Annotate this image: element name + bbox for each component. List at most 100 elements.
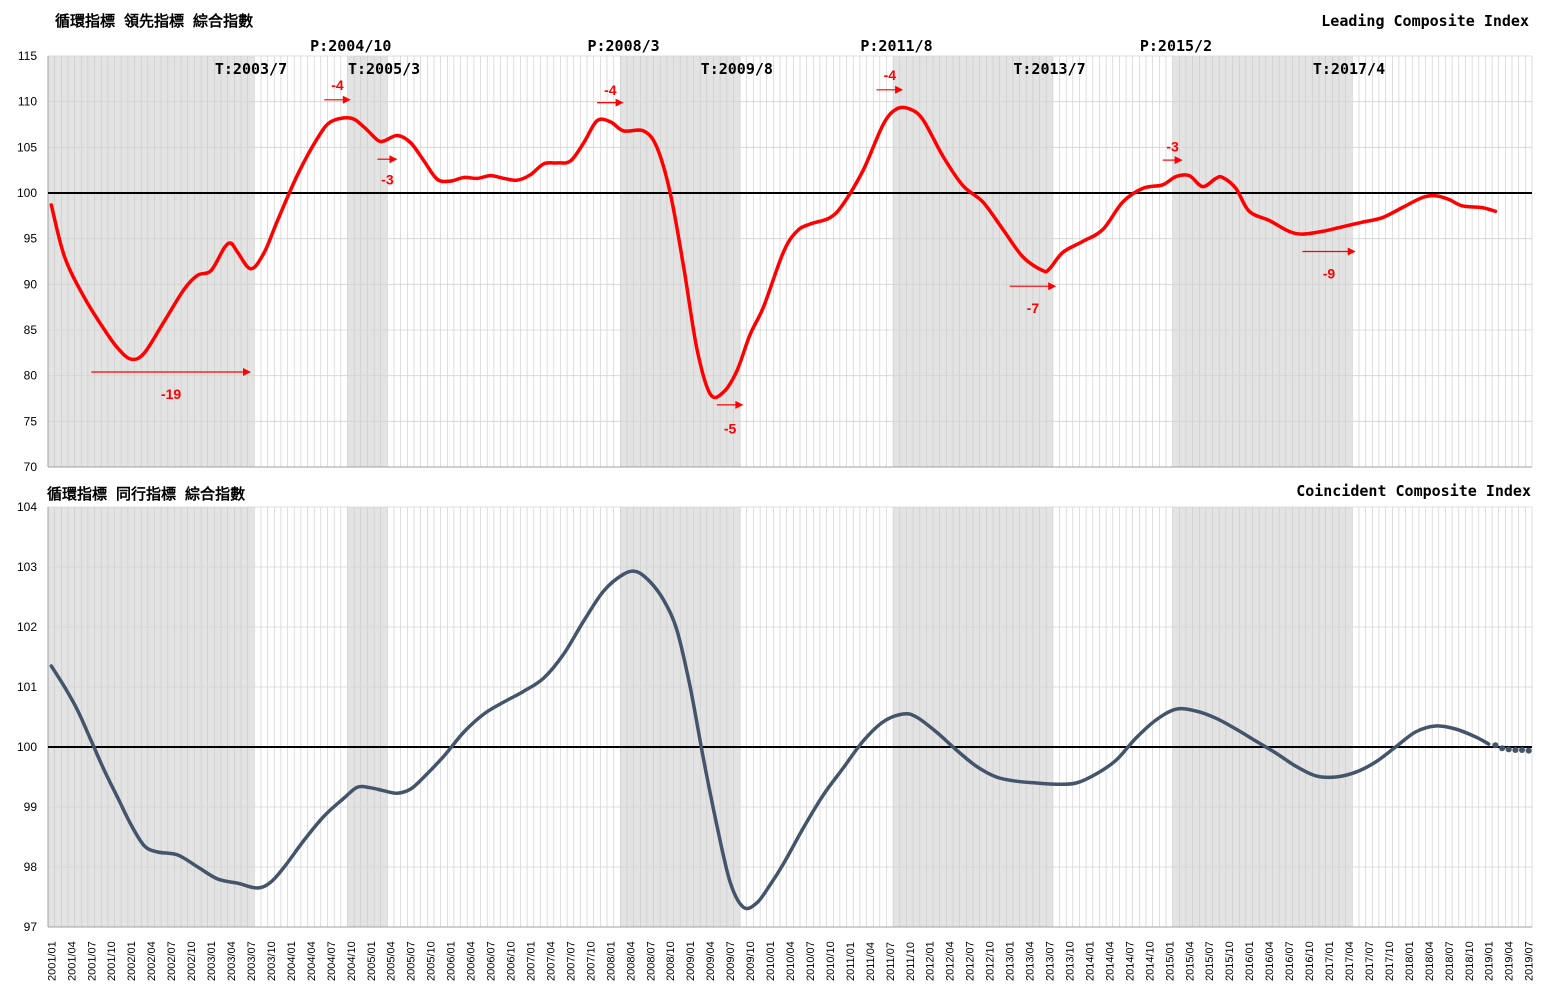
lead-months-label: -5 — [724, 421, 737, 437]
lead-months-label: -7 — [1027, 300, 1040, 316]
x-tick-label: 2008/07 — [645, 941, 657, 981]
coincident-title-left: 循環指標 同行指標 綜合指數 — [47, 485, 245, 503]
x-tick-label: 2012/10 — [985, 941, 997, 981]
leading-shaded-period — [1172, 56, 1353, 467]
coincident-ytick-label: 102 — [17, 620, 37, 634]
x-tick-label: 2009/01 — [685, 941, 697, 981]
x-tick-label: 2005/01 — [366, 941, 378, 981]
x-tick-label: 2005/04 — [386, 941, 398, 981]
turning-point-label: T:2017/4 — [1313, 60, 1385, 78]
lead-arrow-head — [735, 400, 744, 409]
x-tick-label: 2018/01 — [1404, 941, 1416, 981]
leading-ytick-label: 95 — [24, 232, 38, 246]
x-tick-label: 2010/01 — [765, 941, 777, 981]
x-tick-label: 2003/10 — [266, 941, 278, 981]
leading-ytick-label: 85 — [24, 323, 38, 337]
x-tick-label: 2004/10 — [346, 941, 358, 981]
lead-arrow-head — [389, 155, 398, 164]
leading-ytick-label: 115 — [18, 49, 37, 63]
coincident-series-dot — [1525, 747, 1532, 754]
x-tick-label: 2001/04 — [66, 941, 78, 981]
x-tick-label: 2014/04 — [1104, 941, 1116, 981]
x-tick-label: 2017/07 — [1364, 941, 1376, 981]
coincident-panel-background: 97 98 99 100 101 102 103 104 — [17, 500, 1533, 934]
x-tick-label: 2016/07 — [1284, 941, 1296, 981]
lead-arrow-head — [1347, 247, 1356, 256]
x-tick-label: 2010/07 — [805, 941, 817, 981]
x-tick-label: 2003/07 — [246, 941, 258, 981]
x-tick-label: 2011/07 — [885, 942, 897, 981]
x-tick-label: 2013/04 — [1025, 941, 1037, 981]
coincident-ytick-label: 101 — [17, 680, 37, 694]
x-tick-label: 2009/10 — [745, 941, 757, 981]
leading-shaded-period — [48, 56, 255, 467]
lead-arrow-head — [342, 95, 351, 104]
turning-point-label: P:2011/8 — [860, 37, 932, 55]
leading-title-left: 循環指標 領先指標 綜合指數 — [55, 12, 253, 30]
x-tick-label: 2004/04 — [306, 941, 318, 981]
x-tick-label: 2009/07 — [725, 941, 737, 981]
x-tick-label: 2004/07 — [326, 941, 338, 981]
x-tick-label: 2006/10 — [506, 941, 518, 981]
x-tick-label: 2013/01 — [1005, 941, 1017, 981]
coincident-ytick-label: 98 — [24, 860, 38, 874]
x-tick-label: 2019/04 — [1504, 941, 1516, 981]
x-tick-label: 2010/04 — [785, 941, 797, 981]
coincident-series-line — [49, 569, 1491, 911]
lead-months-label: -4 — [331, 77, 344, 93]
leading-ytick-label: 110 — [18, 95, 37, 109]
lead-arrow-head — [1174, 156, 1183, 165]
lead-arrow-head — [615, 98, 624, 107]
lead-months-label: -4 — [884, 67, 897, 83]
x-tick-label: 2001/07 — [86, 941, 98, 981]
x-tick-label: 2011/10 — [905, 942, 917, 981]
coincident-ytick-label: 103 — [17, 560, 37, 574]
x-tick-label: 2012/01 — [925, 941, 937, 981]
leading-panel-background: 70 75 80 85 90 95 100 105 110 115 — [17, 49, 1533, 474]
turning-point-label: P:2008/3 — [587, 37, 659, 55]
x-tick-label: 2007/04 — [545, 941, 557, 981]
x-tick-label: 2015/10 — [1224, 941, 1236, 981]
x-tick-label: 2002/01 — [126, 941, 138, 981]
x-tick-label: 2002/04 — [146, 941, 158, 981]
turning-point-label: T:2003/7 — [215, 60, 287, 78]
x-tick-label: 2002/10 — [186, 941, 198, 981]
x-tick-label: 2007/10 — [585, 941, 597, 981]
x-tick-label: 2002/07 — [166, 941, 178, 981]
x-tick-label: 2005/07 — [406, 941, 418, 981]
x-tick-label: 2017/10 — [1384, 941, 1396, 981]
x-tick-label: 2015/04 — [1184, 941, 1196, 981]
x-tick-label: 2016/10 — [1304, 941, 1316, 981]
x-tick-label: 2008/10 — [665, 941, 677, 981]
x-tick-label: 2005/10 — [426, 941, 438, 981]
x-tick-label: 2006/07 — [486, 941, 498, 981]
coincident-series-dot — [1492, 742, 1499, 749]
leading-ytick-label: 100 — [17, 186, 37, 200]
leading-ytick-label: 75 — [24, 414, 38, 428]
x-tick-label: 2007/07 — [565, 941, 577, 981]
lead-months-label: -4 — [604, 82, 617, 98]
x-tick-label: 2009/04 — [705, 941, 717, 981]
x-tick-label: 2001/01 — [46, 941, 58, 981]
coincident-panel-marks — [48, 569, 1532, 911]
x-tick-label: 2011/04 — [865, 942, 877, 981]
coincident-title-right: Coincident Composite Index — [1296, 482, 1531, 500]
turning-point-label: T:2013/7 — [1013, 60, 1085, 78]
x-tick-label: 2018/07 — [1444, 941, 1456, 981]
x-tick-label: 2014/07 — [1124, 941, 1136, 981]
x-tick-label: 2006/01 — [446, 941, 458, 981]
leading-ytick-label: 80 — [24, 369, 38, 383]
x-tick-label: 2016/04 — [1264, 941, 1276, 981]
x-tick-label: 2003/01 — [206, 941, 218, 981]
x-tick-label: 2018/04 — [1424, 941, 1436, 981]
lead-arrow-head — [895, 85, 904, 94]
turning-point-label: T:2005/3 — [348, 60, 420, 78]
leading-panel-marks: T:2003/7 P:2004/10 T:2005/3 P:2008/3 T:2009/… — [48, 37, 1532, 437]
x-tick-label: 2006/04 — [466, 941, 478, 981]
x-tick-label: 2011/01 — [845, 942, 857, 981]
lead-months-label: -3 — [1166, 138, 1179, 154]
x-tick-label: 2012/04 — [945, 941, 957, 981]
x-tick-label: 2015/07 — [1204, 941, 1216, 981]
